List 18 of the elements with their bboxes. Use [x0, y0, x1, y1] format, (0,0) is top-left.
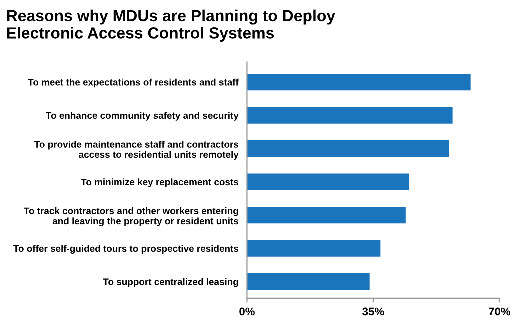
bar	[247, 107, 453, 124]
y-tick-label: To provide maintenance staff and contractors access to residential units remotely	[34, 140, 239, 160]
y-tick-label: To minimize key replacement costs	[81, 178, 239, 188]
y-tick-label: To meet the expectations of residents and staff	[28, 78, 239, 88]
y-tick-label: To track contractors and other workers entering and leaving the property or resident units	[24, 207, 239, 227]
y-tick-label: To offer self-guided tours to prospective residents	[14, 245, 239, 254]
chart-title: Reasons why MDUs are Planning to Deploy Electronic Access Control Systems	[7, 10, 336, 42]
x-tick-label: 0%	[240, 308, 255, 316]
bar	[247, 140, 450, 158]
bar	[247, 274, 370, 290]
bar	[247, 207, 406, 224]
y-tick-label: To enhance community safety and security	[46, 112, 239, 121]
bar	[247, 74, 471, 91]
bar	[247, 240, 381, 257]
y-tick-label: To support centralized leasing	[103, 278, 238, 288]
x-tick-label: 35%	[362, 308, 384, 316]
x-tick-label: 70%	[489, 308, 511, 316]
bar	[247, 174, 410, 190]
